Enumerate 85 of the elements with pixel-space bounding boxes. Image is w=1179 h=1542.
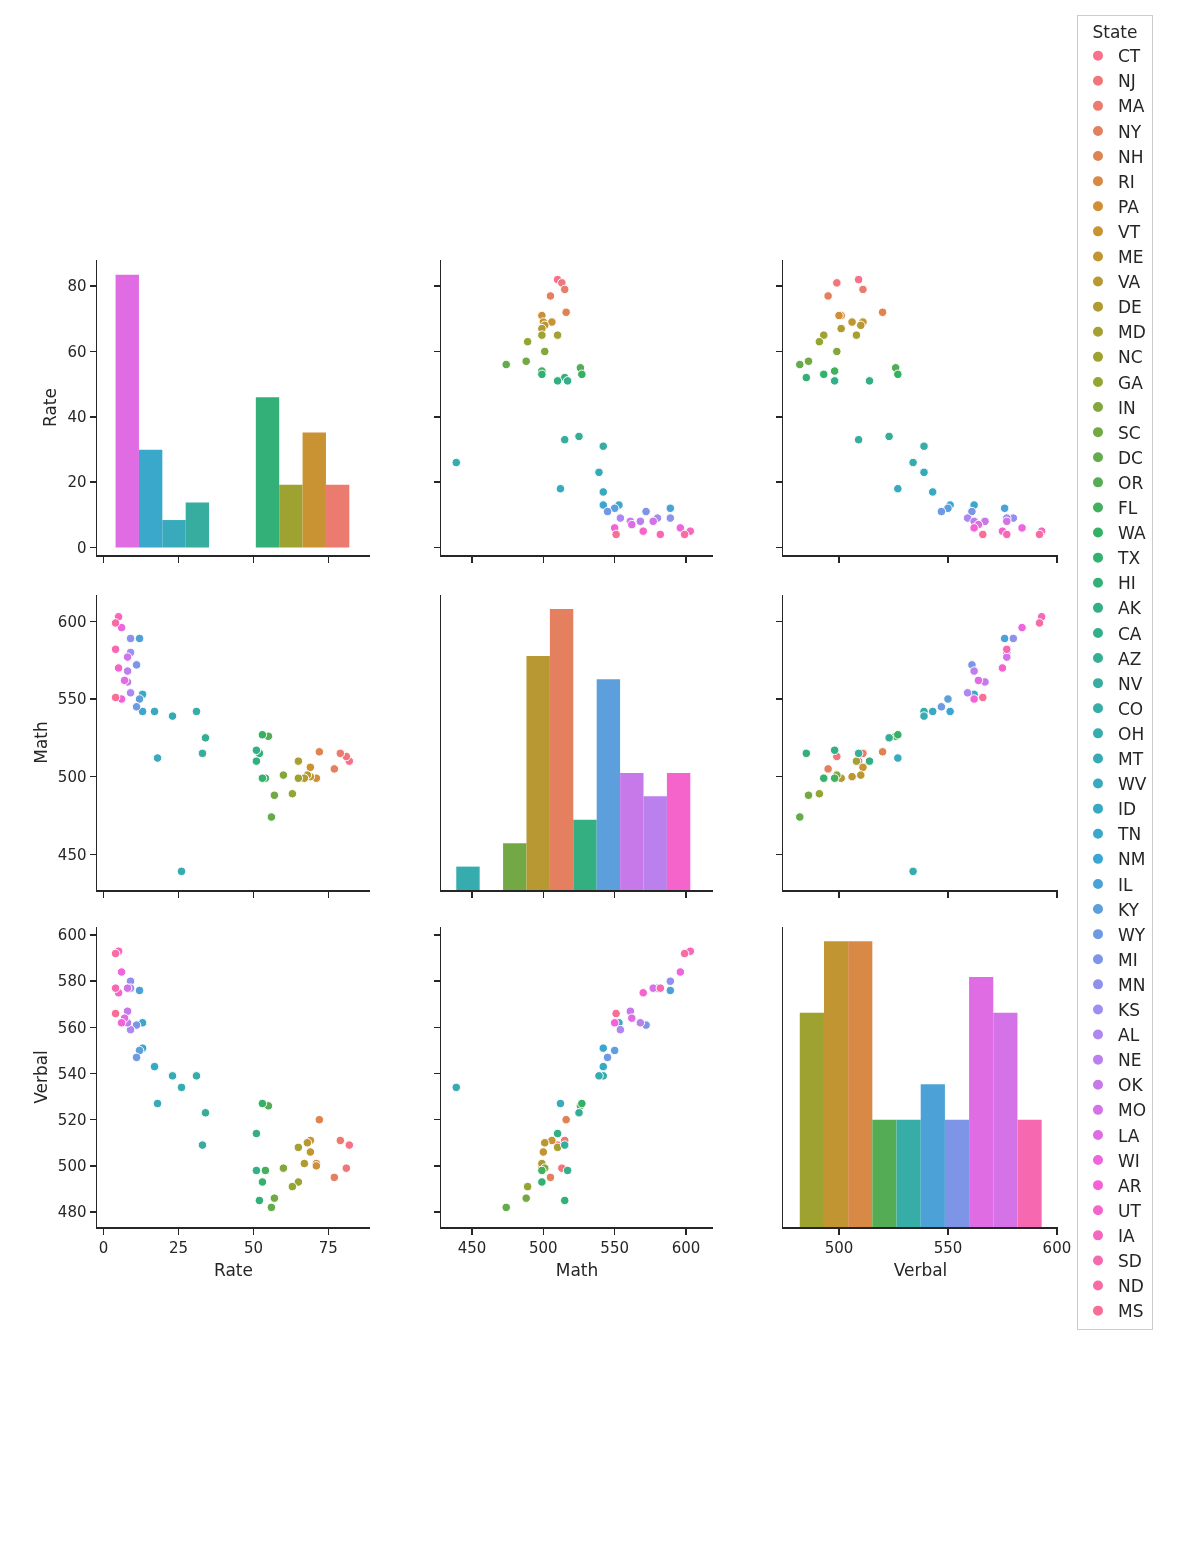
x-axis-title: Rate — [214, 1259, 253, 1280]
x-tick-label: 500 — [824, 1238, 854, 1257]
legend-label: MI — [1118, 949, 1138, 970]
legend-label: OK — [1118, 1075, 1144, 1096]
legend-label: ME — [1118, 247, 1144, 268]
x-tick-label: 600 — [671, 1238, 701, 1257]
legend-label: WI — [1118, 1150, 1140, 1171]
legend-label: WV — [1118, 774, 1147, 795]
y-axis-title: Verbal — [30, 1050, 51, 1104]
legend-label: PA — [1118, 196, 1140, 217]
legend-label: VT — [1118, 221, 1141, 242]
legend-label: AK — [1118, 598, 1142, 619]
x-tick-label: 50 — [243, 1238, 263, 1257]
y-tick-label: 580 — [57, 972, 87, 991]
legend-label: DE — [1118, 297, 1142, 318]
y-tick-label: 540 — [57, 1064, 87, 1083]
legend-label: TX — [1117, 548, 1141, 569]
y-tick-label: 80 — [67, 277, 87, 296]
legend-label: KS — [1118, 1000, 1140, 1021]
x-tick-label: 75 — [318, 1238, 338, 1257]
legend-label: KY — [1118, 899, 1140, 920]
legend-label: NJ — [1118, 71, 1136, 92]
legend-label: OH — [1118, 723, 1145, 744]
legend-label: IA — [1118, 1225, 1136, 1246]
legend-label: ID — [1118, 799, 1137, 820]
legend-label: MN — [1118, 974, 1146, 995]
legend-label: SC — [1118, 422, 1141, 443]
legend-label: NC — [1118, 347, 1143, 368]
legend-label: LA — [1118, 1125, 1140, 1146]
y-axis-title: Math — [30, 721, 51, 764]
legend-label: ND — [1118, 1276, 1144, 1297]
legend-label: AZ — [1118, 648, 1142, 669]
legend-label: IN — [1118, 397, 1136, 418]
legend-label: SD — [1118, 1251, 1142, 1272]
legend-title: State — [1092, 22, 1138, 43]
legend-label: HI — [1118, 573, 1136, 594]
legend-label: WY — [1118, 924, 1146, 945]
x-axis-title: Math — [555, 1259, 599, 1280]
x-tick-label: 550 — [933, 1238, 963, 1257]
legend-label: UT — [1118, 1200, 1142, 1221]
legend-label: WA — [1118, 523, 1146, 544]
legend-label: NY — [1118, 121, 1142, 142]
x-axis-title: Verbal — [893, 1259, 948, 1280]
legend-label: CO — [1118, 698, 1144, 719]
legend-label: AL — [1118, 1025, 1140, 1046]
legend-label: MA — [1118, 96, 1145, 117]
legend-label: DC — [1118, 447, 1143, 468]
y-tick-label: 60 — [67, 342, 87, 361]
y-tick-label: 500 — [57, 767, 87, 786]
legend-label: IL — [1118, 874, 1134, 895]
y-tick-label: 40 — [67, 408, 87, 427]
legend-label: FL — [1118, 498, 1138, 519]
legend-label: TN — [1117, 824, 1142, 845]
x-tick-label: 450 — [457, 1238, 487, 1257]
legend-label: OR — [1118, 472, 1144, 493]
legend-label: CT — [1118, 46, 1141, 67]
y-tick-label: 550 — [57, 690, 87, 709]
legend-label: RI — [1118, 171, 1135, 192]
legend-label: MD — [1118, 322, 1146, 343]
legend-label: MO — [1118, 1100, 1147, 1121]
legend-label: MT — [1118, 749, 1144, 770]
y-tick-label: 520 — [57, 1110, 87, 1129]
legend-label: NV — [1118, 673, 1143, 694]
y-tick-label: 480 — [57, 1203, 87, 1222]
y-tick-label: 500 — [57, 1157, 87, 1176]
y-tick-label: 450 — [57, 845, 87, 864]
y-tick-label: 600 — [57, 612, 87, 631]
legend-label: NH — [1118, 146, 1144, 167]
legend-label: MS — [1118, 1301, 1144, 1322]
legend-label: AR — [1118, 1175, 1142, 1196]
legend-label: GA — [1118, 372, 1144, 393]
y-axis-title: Rate — [40, 388, 61, 427]
y-tick-label: 560 — [57, 1018, 87, 1037]
legend-label: CA — [1118, 623, 1142, 644]
y-tick-label: 600 — [57, 926, 87, 945]
y-tick-label: 0 — [76, 538, 87, 557]
y-tick-label: 20 — [67, 473, 87, 492]
x-tick-label: 0 — [98, 1238, 109, 1257]
x-tick-label: 550 — [600, 1238, 629, 1257]
legend-label: NM — [1118, 849, 1146, 870]
x-tick-label: 500 — [529, 1238, 558, 1257]
legend-label: VA — [1118, 272, 1141, 293]
x-tick-label: 600 — [1042, 1238, 1072, 1257]
legend-label: NE — [1118, 1050, 1142, 1071]
x-tick-label: 25 — [168, 1238, 189, 1257]
